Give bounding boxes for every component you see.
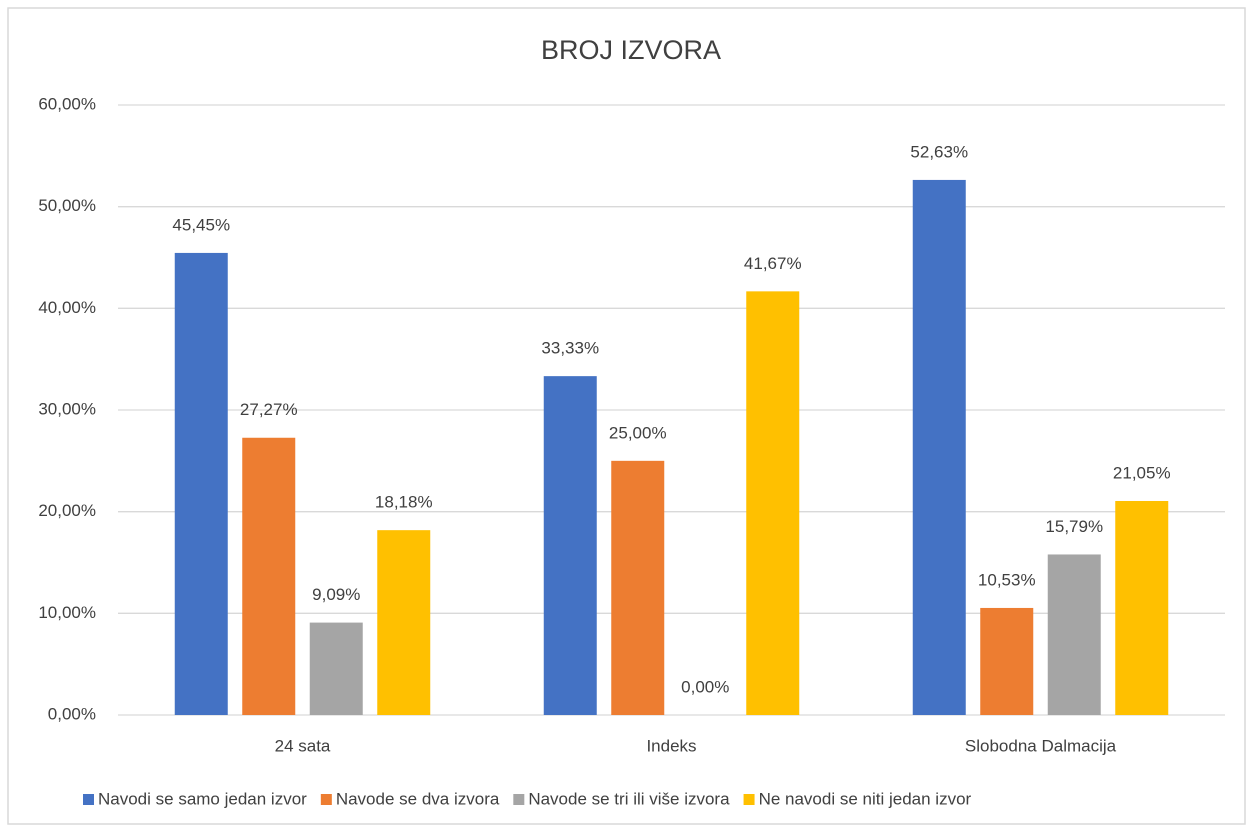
legend-label: Navode se tri ili više izvora — [528, 789, 730, 808]
legend-swatch — [743, 794, 755, 805]
bar — [746, 291, 800, 715]
x-tick-label: Indeks — [646, 736, 696, 755]
chart-title: BROJ IZVORA — [541, 35, 721, 65]
y-tick-label: 40,00% — [38, 298, 96, 317]
bar — [242, 437, 296, 715]
bar — [980, 607, 1034, 715]
x-tick-label: Slobodna Dalmacija — [965, 736, 1117, 755]
bar — [611, 460, 665, 715]
bar — [543, 376, 597, 715]
value-label: 41,67% — [744, 254, 802, 273]
value-label: 52,63% — [910, 142, 968, 161]
y-tick-label: 30,00% — [38, 399, 96, 418]
value-label: 25,00% — [609, 423, 667, 442]
legend-swatch — [513, 794, 525, 805]
y-tick-label: 0,00% — [48, 704, 96, 723]
legend-label: Ne navodi se niti jedan izvor — [759, 789, 972, 808]
y-tick-label: 10,00% — [38, 603, 96, 622]
value-label: 15,79% — [1045, 517, 1103, 536]
bar — [377, 530, 431, 715]
legend-swatch — [320, 794, 332, 805]
bar — [912, 179, 966, 715]
y-tick-label: 20,00% — [38, 501, 96, 520]
legend-swatch — [83, 794, 94, 805]
value-label: 21,05% — [1113, 463, 1171, 482]
y-tick-label: 60,00% — [38, 94, 96, 113]
value-label: 10,53% — [978, 570, 1036, 589]
bar — [174, 252, 228, 716]
x-tick-label: 24 sata — [275, 736, 331, 755]
value-label: 33,33% — [541, 339, 599, 358]
value-label: 9,09% — [312, 585, 360, 604]
value-label: 0,00% — [681, 677, 729, 696]
legend-label: Navodi se samo jedan izvor — [98, 789, 307, 808]
value-label: 18,18% — [375, 493, 433, 512]
value-label: 45,45% — [172, 215, 230, 234]
value-label: 27,27% — [240, 400, 298, 419]
legend-label: Navode se dva izvora — [336, 789, 500, 808]
bar — [1115, 500, 1169, 715]
bar — [309, 622, 363, 715]
y-tick-label: 50,00% — [38, 196, 96, 215]
bar — [1047, 554, 1101, 715]
